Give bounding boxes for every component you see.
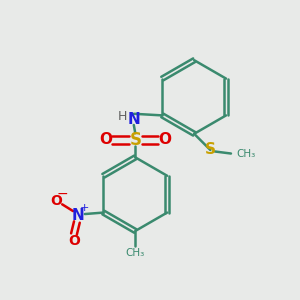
Text: CH₃: CH₃ — [237, 149, 256, 159]
Text: N: N — [72, 208, 85, 223]
Text: +: + — [80, 203, 89, 213]
Text: H: H — [118, 110, 127, 123]
Text: S: S — [129, 131, 141, 149]
Text: O: O — [50, 194, 62, 208]
Text: −: − — [57, 186, 69, 200]
Text: N: N — [128, 112, 140, 127]
Text: O: O — [158, 132, 171, 147]
Text: O: O — [99, 132, 112, 147]
Text: S: S — [205, 142, 216, 158]
Text: O: O — [68, 233, 80, 248]
Text: CH₃: CH₃ — [126, 248, 145, 258]
